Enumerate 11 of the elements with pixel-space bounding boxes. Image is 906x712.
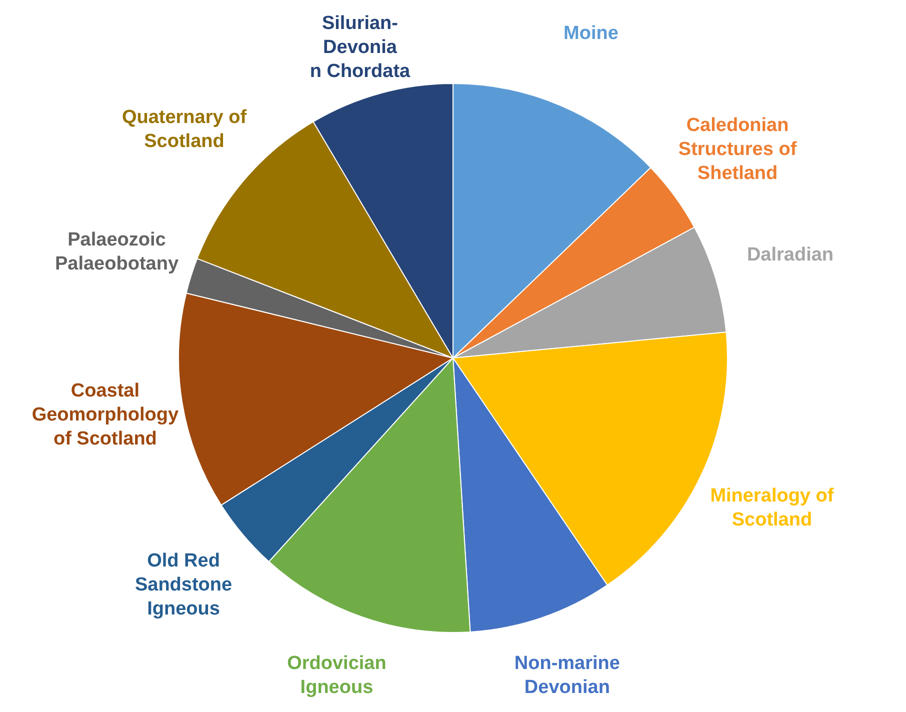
slice-label: Caledonian Structures of Shetland [678, 115, 798, 184]
slice-label: Ordovician Igneous [287, 653, 386, 698]
slice-label: Mineralogy of Scotland [710, 485, 834, 530]
slice-label: Palaeozoic Palaeobotany [54, 229, 179, 274]
slice-label: Quaternary of Scotland [122, 107, 248, 152]
slice-label: Moine [564, 22, 618, 44]
slice-label: Dalradian [746, 244, 834, 266]
slice-label: Old Red Sandstone Igneous [134, 550, 232, 620]
slice-label: Coastal Geomorphology of Scotland [32, 380, 179, 450]
slice-label: Silurian-Devonian Chordata [310, 13, 411, 82]
slice-label: Non-marine Devonian [514, 653, 620, 698]
